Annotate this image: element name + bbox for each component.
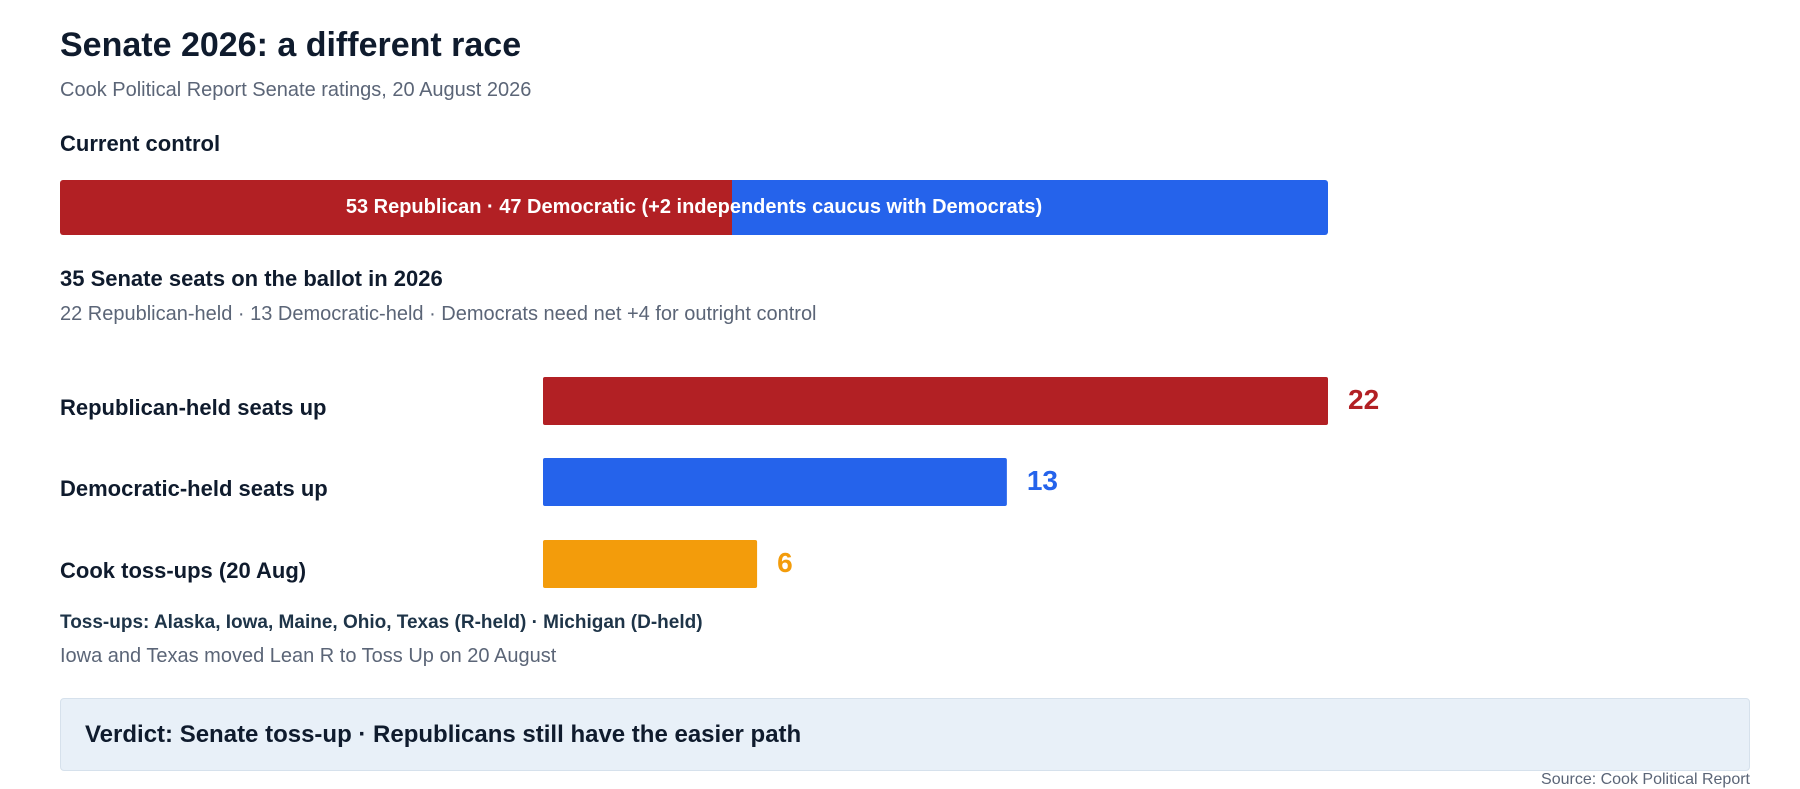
page-subtitle: Cook Political Report Senate ratings, 20… <box>60 79 532 101</box>
democratic-control-segment <box>732 180 1328 235</box>
source-note: Source: Cook Political Report <box>1541 771 1750 788</box>
ballot-subheading: 22 Republican-held · 13 Democratic-held … <box>60 303 817 325</box>
verdict-text: Verdict: Senate toss-up · Republicans st… <box>85 720 802 748</box>
tossup-states: Toss-ups: Alaska, Iowa, Maine, Ohio, Tex… <box>60 612 703 633</box>
bar-category-label: Cook toss-ups (20 Aug) <box>60 558 306 583</box>
bar-value-label: 13 <box>1027 465 1058 496</box>
verdict-box: Verdict: Senate toss-up · Republicans st… <box>60 698 1750 771</box>
ballot-heading: 35 Senate seats on the ballot in 2026 <box>60 266 443 291</box>
tossup-note: Iowa and Texas moved Lean R to Toss Up o… <box>60 645 557 667</box>
bar <box>543 540 758 588</box>
control-bar-label: 53 Republican · 47 Democratic (+2 indepe… <box>345 196 1043 218</box>
bar <box>543 377 1328 425</box>
bar-value-label: 6 <box>777 547 793 578</box>
bar-category-label: Democratic-held seats up <box>60 476 328 501</box>
page-title: Senate 2026: a different race <box>60 26 522 64</box>
bar-value-label: 22 <box>1348 384 1379 415</box>
current-control-heading: Current control <box>60 131 221 156</box>
control-bar <box>60 180 1328 235</box>
bar-category-label: Republican-held seats up <box>60 395 327 420</box>
republican-control-segment <box>60 180 733 235</box>
bar <box>543 458 1007 506</box>
